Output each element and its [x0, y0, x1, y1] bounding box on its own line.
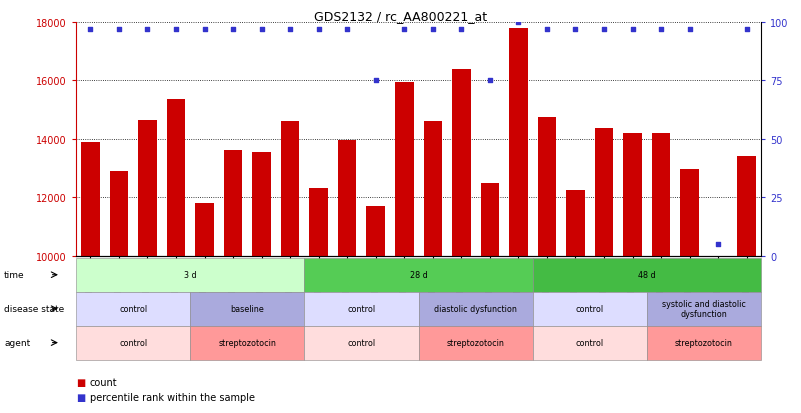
Text: streptozotocin: streptozotocin [447, 338, 505, 347]
Point [312, 26, 325, 33]
Bar [167, 100, 185, 256]
Bar [652, 133, 670, 256]
Point [683, 26, 696, 33]
Point [398, 26, 411, 33]
Bar [424, 122, 442, 256]
Text: control: control [576, 338, 604, 347]
Text: control: control [119, 338, 147, 347]
Text: ■: ■ [76, 377, 86, 387]
Point [369, 78, 382, 84]
Text: time: time [4, 271, 25, 280]
Point [512, 19, 525, 26]
Bar [223, 151, 243, 256]
Text: control: control [348, 338, 376, 347]
Bar [738, 157, 756, 256]
Bar [110, 171, 128, 256]
Text: diastolic dysfunction: diastolic dysfunction [434, 304, 517, 313]
Bar [366, 206, 385, 256]
Point [170, 26, 183, 33]
Text: count: count [90, 377, 117, 387]
Text: control: control [348, 304, 376, 313]
Point [141, 26, 154, 33]
Bar [281, 122, 300, 256]
Bar [81, 142, 99, 256]
Bar [594, 129, 614, 256]
Point [740, 26, 753, 33]
Bar [566, 190, 585, 256]
Bar [195, 204, 214, 256]
Point [455, 26, 468, 33]
Text: ■: ■ [76, 392, 86, 402]
Point [284, 26, 296, 33]
Point [626, 26, 639, 33]
Point [712, 241, 725, 248]
Point [484, 78, 497, 84]
Point [541, 26, 553, 33]
Bar [481, 183, 499, 256]
Text: 3 d: 3 d [184, 271, 196, 280]
Bar [537, 118, 556, 256]
Text: streptozotocin: streptozotocin [219, 338, 276, 347]
Text: baseline: baseline [231, 304, 264, 313]
Point [340, 26, 353, 33]
Point [112, 26, 125, 33]
Text: control: control [119, 304, 147, 313]
Point [227, 26, 239, 33]
Text: 28 d: 28 d [409, 271, 428, 280]
Text: percentile rank within the sample: percentile rank within the sample [90, 392, 255, 402]
Point [198, 26, 211, 33]
Point [256, 26, 268, 33]
Bar [338, 141, 356, 256]
Point [426, 26, 439, 33]
Bar [138, 121, 157, 256]
Text: streptozotocin: streptozotocin [675, 338, 733, 347]
Bar [252, 152, 271, 256]
Text: agent: agent [4, 338, 30, 347]
Bar [623, 133, 642, 256]
Bar [709, 256, 727, 413]
Point [84, 26, 97, 33]
Text: control: control [576, 304, 604, 313]
Bar [309, 189, 328, 256]
Point [569, 26, 582, 33]
Text: 48 d: 48 d [638, 271, 656, 280]
Text: disease state: disease state [4, 304, 64, 313]
Text: systolic and diastolic
dysfunction: systolic and diastolic dysfunction [662, 299, 746, 318]
Bar [509, 28, 528, 256]
Bar [680, 170, 699, 256]
Text: GDS2132 / rc_AA800221_at: GDS2132 / rc_AA800221_at [314, 10, 487, 23]
Point [598, 26, 610, 33]
Bar [395, 83, 413, 256]
Bar [452, 69, 471, 256]
Point [654, 26, 667, 33]
